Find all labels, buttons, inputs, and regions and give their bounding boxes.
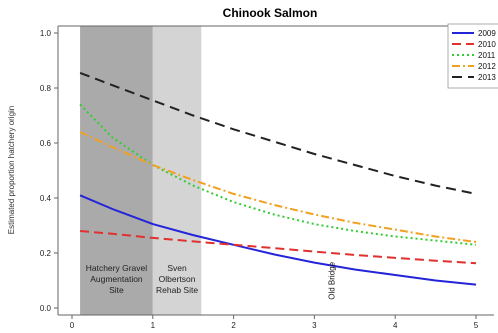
x-tick-label: 0	[70, 321, 75, 330]
series-line-2010	[80, 230, 477, 265]
hatchery-gravel-region	[80, 26, 153, 315]
y-tick-label: 0.4	[40, 194, 52, 203]
legend-label-2009: 2009	[478, 29, 496, 38]
y-axis-label: Estimated proportion hatchery origin	[7, 106, 16, 235]
series-line-2013	[79, 71, 477, 195]
x-tick-label: 1	[151, 321, 156, 330]
y-tick-label: 0.8	[40, 84, 52, 93]
x-tick-label: 3	[312, 321, 317, 330]
legend-label-2012: 2012	[478, 62, 496, 71]
y-tick-label: 1.0	[40, 29, 52, 38]
series-lines	[79, 71, 477, 286]
legend: 2009 2010 2011 2012 2013	[447, 23, 498, 89]
series-line-2011	[79, 103, 477, 246]
y-tick-label: 0.2	[40, 249, 52, 258]
annotation-old-bridge: Old Bridge	[328, 261, 337, 299]
x-tick-label: 2	[231, 321, 236, 330]
sven-olbertson-region-label-line: Olbertson	[159, 274, 196, 284]
series-line-2009	[79, 194, 477, 286]
x-tick-label: 4	[393, 321, 398, 330]
shaded-regions	[80, 26, 202, 315]
hatchery-gravel-region-label-line: Hatchery Gravel	[86, 263, 148, 273]
x-tick-label: 5	[474, 321, 479, 330]
axes: 0 1 2 3 4 5 0.0 0.2 0.4 0.6 0.8 1.0	[40, 25, 494, 330]
hatchery-gravel-region-label-line: Augmentation	[90, 274, 143, 284]
series-line-2012	[79, 131, 477, 243]
chart-title: Chinook Salmon	[223, 6, 318, 20]
hatchery-gravel-region-label-line: Site	[109, 285, 124, 295]
legend-label-2010: 2010	[478, 40, 496, 49]
sven-olbertson-region	[152, 26, 202, 315]
sven-olbertson-region-label-line: Sven	[167, 263, 187, 273]
sven-olbertson-region-label-line: Rehab Site	[156, 285, 198, 295]
y-tick-label: 0.0	[40, 304, 52, 313]
legend-label-2013: 2013	[478, 73, 496, 82]
legend-label-2011: 2011	[478, 51, 496, 60]
y-tick-label: 0.6	[40, 139, 52, 148]
annotations: Old Bridge	[328, 261, 337, 299]
